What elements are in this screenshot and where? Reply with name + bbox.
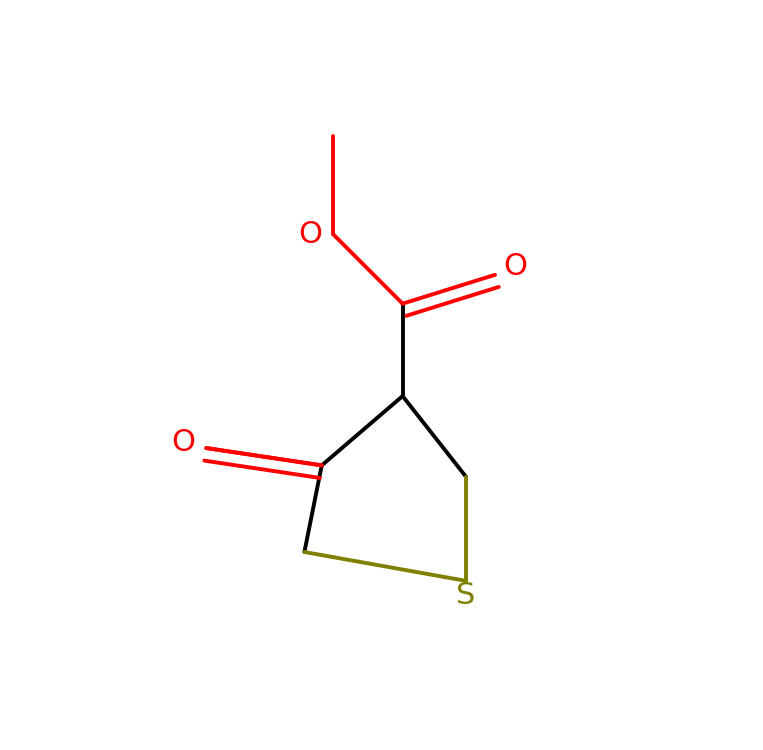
Text: O: O — [171, 427, 195, 457]
Text: O: O — [298, 220, 322, 249]
Text: O: O — [504, 252, 527, 280]
Text: S: S — [456, 580, 476, 610]
